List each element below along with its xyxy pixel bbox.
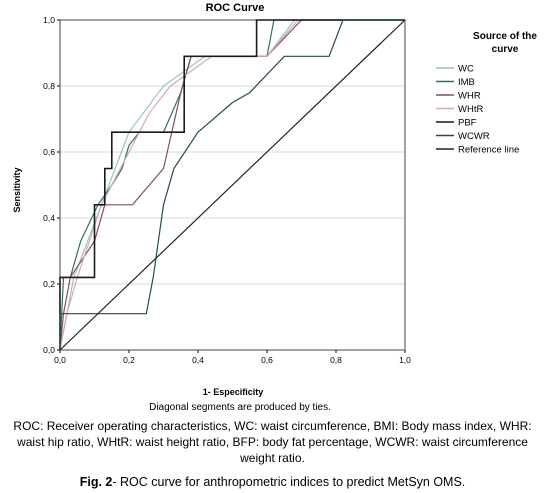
- figure-abbreviations: ROC: Receiver operating characteristics,…: [13, 419, 532, 465]
- legend-label: WCWR: [458, 131, 490, 142]
- y-axis-label: Sensitivity: [12, 167, 22, 212]
- plot-frame: [59, 19, 406, 351]
- legend-label: PBF: [458, 118, 477, 129]
- legend-title-line-1: Source of the: [473, 31, 537, 42]
- y-tick-label: 0,8: [43, 81, 55, 91]
- x-axis-label: 1- Especificity: [203, 387, 264, 397]
- x-tick-label: 0,8: [330, 355, 342, 365]
- series-line-reference-line: [59, 19, 406, 351]
- series-line-pbf: [59, 19, 405, 350]
- figure-text: - ROC curve for anthropometric indices t…: [112, 475, 466, 489]
- series-line-wc: [59, 19, 405, 351]
- legend-title-line-2: curve: [492, 44, 519, 55]
- figure-caption: Fig. 2- ROC curve for anthropometric ind…: [10, 474, 535, 490]
- y-tick-label: 0,6: [43, 147, 55, 157]
- x-axis-note: Diagonal segments are produced by ties.: [149, 402, 331, 413]
- x-tick-label: 0,6: [261, 355, 273, 365]
- x-tick-label: 0,2: [123, 355, 135, 365]
- y-tick-label: 1,0: [43, 15, 55, 25]
- legend-label: Reference line: [458, 145, 519, 156]
- chart-title: ROC Curve: [206, 2, 265, 14]
- y-tick-label: 0,2: [43, 279, 55, 289]
- roc-chart: ROC Curve 0,0 0,2 0,4 0,6 0,8 1,0 0,0 0,2 0,4 0,6…: [12, 2, 537, 413]
- y-tick-label: 0,0: [43, 345, 55, 355]
- x-tick-label: 1,0: [399, 355, 411, 365]
- plot-area: 0,0 0,2 0,4 0,6 0,8 1,0 0,0 0,2 0,4 0,6 0,8 1,0: [43, 15, 411, 365]
- series-line-whtr: [59, 19, 405, 351]
- legend-label: WHR: [458, 91, 481, 102]
- legend-label: WC: [458, 64, 474, 75]
- figure-label: Fig. 2: [79, 475, 113, 489]
- legend-label: WHtR: [458, 104, 483, 115]
- x-tick-label: 0,4: [192, 355, 204, 365]
- x-tick-label: 0,0: [54, 355, 66, 365]
- y-tick-label: 0,4: [43, 213, 55, 223]
- series-line-wcwr: [59, 19, 405, 350]
- legend: Source of the curve WC IMB WHR WHtR PBF WCWR Ref…: [436, 31, 537, 156]
- legend-label: IMB: [458, 77, 475, 88]
